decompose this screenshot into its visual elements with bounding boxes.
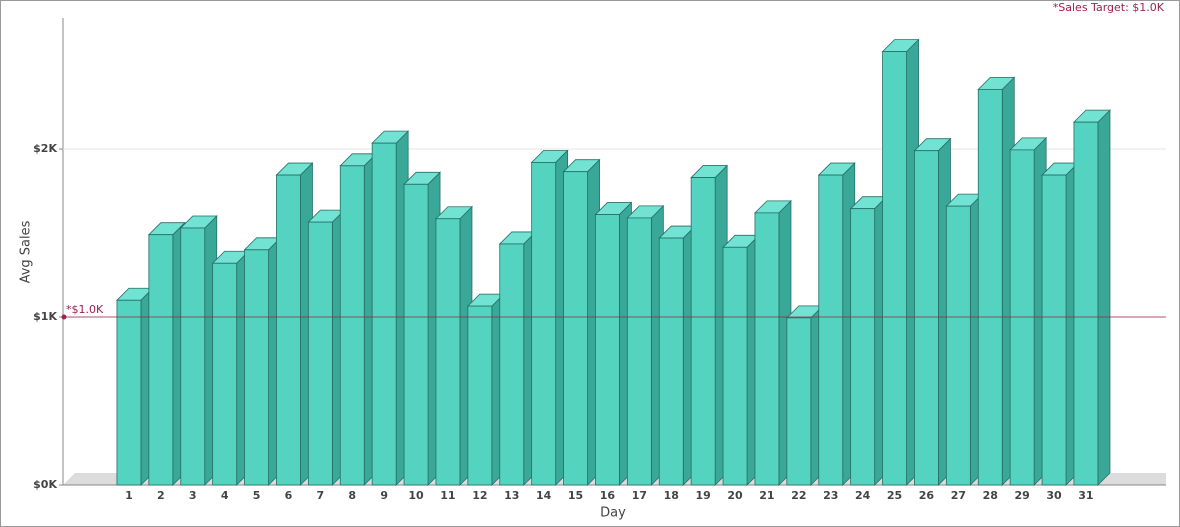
bar	[467, 305, 493, 486]
x-tick-label: 12	[472, 489, 487, 502]
x-tick-label: 17	[632, 489, 647, 502]
bar	[1009, 149, 1035, 486]
x-tick-label: 10	[408, 489, 424, 502]
bar	[850, 208, 876, 486]
bar	[595, 214, 620, 486]
x-tick-label: 7	[317, 489, 325, 502]
bar	[244, 249, 269, 486]
bar	[339, 165, 365, 486]
bar	[722, 246, 748, 486]
bar	[1041, 174, 1067, 486]
x-tick-label: 1	[125, 489, 133, 502]
bar	[180, 227, 206, 486]
x-tick-label: 2	[157, 489, 165, 502]
x-tick-label: 22	[791, 489, 806, 502]
bar	[658, 237, 684, 486]
x-tick-label: 13	[504, 489, 519, 502]
y-axis-label: Avg Sales	[19, 220, 34, 283]
x-tick-label: 14	[536, 489, 552, 502]
x-tick-label: 8	[348, 489, 356, 502]
bar	[116, 299, 142, 486]
x-tick-label: 5	[253, 489, 261, 502]
bar	[690, 177, 716, 486]
bar	[818, 174, 844, 486]
x-tick-label: 31	[1078, 489, 1093, 502]
x-tick-label: 26	[919, 489, 935, 502]
bar	[626, 217, 652, 486]
bar	[563, 171, 588, 486]
bar	[1073, 121, 1099, 486]
x-axis-label: Day	[600, 506, 626, 521]
bar	[148, 234, 174, 486]
bar	[786, 317, 812, 486]
x-tick-label: 3	[189, 489, 197, 502]
x-tick-label: 6	[285, 489, 293, 502]
bar	[499, 243, 525, 486]
bar	[403, 183, 429, 486]
bar	[371, 142, 397, 486]
x-tick-label: 27	[951, 489, 966, 502]
x-tick-label: 30	[1046, 489, 1062, 502]
x-tick-label: 20	[727, 489, 743, 502]
x-tick-label: 19	[695, 489, 710, 502]
x-tick-label: 16	[600, 489, 616, 502]
y-tick-label: $0K	[33, 478, 57, 491]
bar	[754, 212, 780, 486]
x-tick-label: 23	[823, 489, 838, 502]
y-tick-label: $1K	[33, 310, 57, 323]
y-tick-label: $2K	[33, 142, 57, 155]
x-tick-label: 25	[887, 489, 902, 502]
bar	[435, 218, 461, 486]
x-tick-label: 24	[855, 489, 871, 502]
x-tick-label: 4	[221, 489, 229, 502]
x-tick-label: 28	[983, 489, 998, 502]
bar	[212, 262, 238, 486]
target-marker	[61, 314, 67, 320]
x-tick-label: 15	[568, 489, 583, 502]
bar	[307, 221, 333, 486]
x-tick-label: 9	[380, 489, 388, 502]
bar	[945, 205, 971, 486]
bar	[276, 174, 301, 486]
x-tick-label: 11	[440, 489, 455, 502]
bar-side	[1097, 109, 1111, 486]
x-tick-label: 21	[759, 489, 774, 502]
bar	[882, 51, 907, 486]
x-tick-label: 29	[1014, 489, 1029, 502]
bar	[914, 150, 939, 486]
target-legend: *Sales Target: $1.0K	[1053, 1, 1165, 14]
bar	[977, 88, 1003, 486]
bar	[531, 162, 557, 486]
target-label: *$1.0K	[66, 303, 104, 316]
x-tick-label: 18	[664, 489, 679, 502]
